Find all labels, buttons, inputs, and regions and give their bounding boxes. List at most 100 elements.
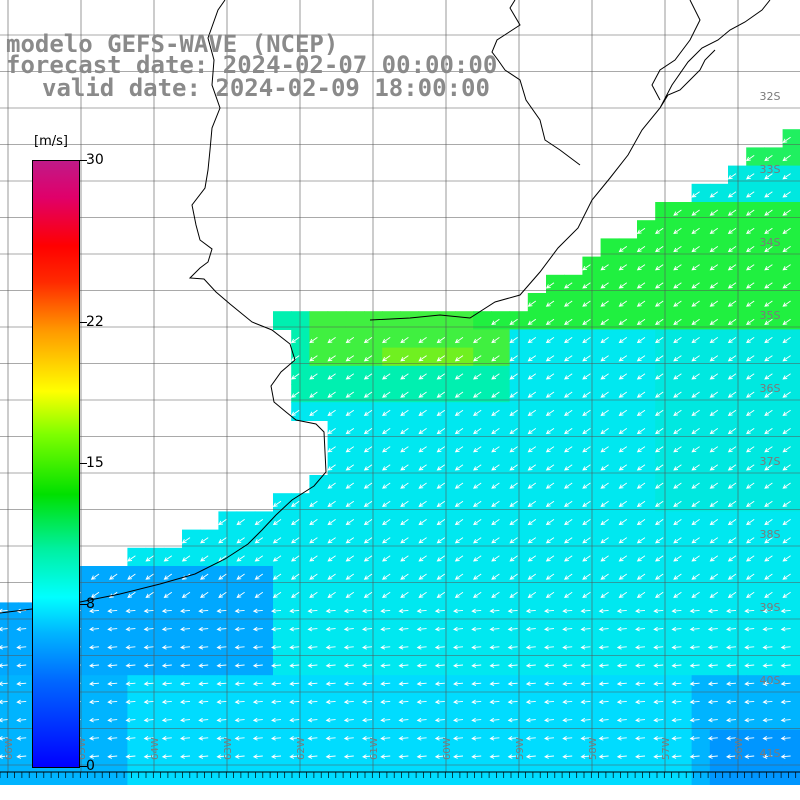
longitude-labels: 66W 65W 64W 63W 62W 61W 60W 59W 58W 57W 56W [4, 737, 745, 760]
wind-arrow [726, 663, 737, 668]
wind-cell [254, 529, 274, 549]
wind-cell [782, 384, 800, 403]
wind-cell [728, 456, 747, 476]
wind-cell [746, 274, 765, 294]
wind-arrow [509, 446, 518, 453]
wind-cell [236, 748, 256, 767]
wind-arrow [727, 373, 737, 380]
wind-cell [546, 475, 565, 494]
wind-arrow [545, 373, 555, 380]
wind-cell [345, 529, 365, 549]
wind-cell [327, 620, 347, 640]
wind-cell [728, 256, 747, 276]
wind-cell [600, 365, 620, 385]
wind-arrow [726, 736, 737, 741]
wind-cell [655, 274, 674, 294]
wind-arrow [454, 391, 464, 398]
wind-arrow [218, 519, 227, 526]
wind-arrow [327, 555, 336, 562]
wind-cell [546, 311, 565, 330]
wind-arrow [782, 191, 791, 198]
wind-cell [145, 620, 165, 640]
wind-arrow [471, 663, 482, 668]
wind-arrow [527, 300, 537, 307]
wind-arrow [709, 391, 719, 398]
wind-arrow [380, 717, 391, 723]
wind-cell [764, 456, 784, 476]
wind-cell [491, 584, 511, 603]
wind-arrow [580, 681, 591, 687]
wind-cell [746, 766, 765, 785]
wind-arrow [89, 754, 100, 759]
wind-cell [600, 493, 620, 512]
wind-cell [418, 420, 438, 440]
wind-cell [764, 566, 784, 585]
wind-cell [527, 657, 547, 676]
wind-cell [746, 711, 765, 731]
wind-arrow [691, 555, 700, 562]
wind-cell [673, 438, 693, 458]
wind-cell [600, 529, 620, 549]
wind-cell [345, 729, 365, 749]
wind-cell [200, 638, 219, 658]
wind-arrow [416, 717, 427, 723]
wind-cell [637, 220, 656, 239]
wind-cell [600, 584, 620, 603]
wind-arrow [363, 337, 373, 344]
wind-arrow [618, 537, 628, 544]
wind-cell [764, 547, 784, 567]
wind-cell [309, 657, 329, 676]
wind-cell [782, 329, 800, 349]
wind-cell [655, 329, 674, 349]
colorbar-tick-label: 15 [86, 455, 104, 471]
wind-cell [655, 347, 674, 367]
wind-cell [364, 475, 383, 494]
wind-cell [473, 547, 492, 567]
wind-cell [728, 675, 747, 694]
wind-cell [473, 475, 492, 494]
wind-arrow [325, 699, 336, 705]
wind-cell [728, 529, 747, 549]
wind-arrow [544, 645, 555, 650]
wind-cell [345, 566, 365, 585]
wind-arrow [782, 446, 791, 453]
wind-cell [782, 493, 800, 512]
wind-arrow [564, 537, 573, 544]
wind-arrow [325, 626, 336, 632]
wind-arrow [618, 591, 628, 598]
wind-arrow [289, 754, 300, 759]
wind-arrow [252, 608, 263, 614]
wind-arrow [709, 573, 719, 580]
wind-arrow [655, 282, 664, 289]
wind-arrow [564, 337, 573, 344]
wind-arrow [691, 537, 700, 544]
wind-cell [18, 766, 37, 785]
wind-arrow [327, 428, 336, 435]
wind-cell [655, 547, 674, 567]
wind-arrow [544, 681, 555, 687]
wind-cell [418, 329, 438, 349]
wind-arrow [509, 464, 518, 471]
wind-cell [200, 547, 219, 567]
wind-cell [546, 511, 565, 531]
wind-cell [618, 384, 638, 403]
wind-arrow [509, 555, 518, 562]
wind-cell [527, 729, 547, 749]
wind-arrow [161, 608, 172, 614]
wind-cell [291, 766, 310, 785]
wind-cell [746, 729, 765, 749]
wind-arrow [400, 464, 409, 471]
wind-arrow [345, 409, 355, 416]
wind-arrow [125, 699, 136, 705]
wind-arrow [782, 173, 791, 180]
wind-arrow [272, 537, 282, 544]
wind-cell [691, 493, 711, 512]
wind-arrow [709, 282, 719, 289]
wind-arrow [691, 428, 700, 435]
wind-arrow [307, 608, 318, 614]
wind-cell [746, 675, 765, 694]
wind-arrow [509, 482, 518, 489]
wind-cell [618, 238, 638, 258]
wind-cell [327, 566, 347, 585]
wind-cell [455, 420, 474, 440]
